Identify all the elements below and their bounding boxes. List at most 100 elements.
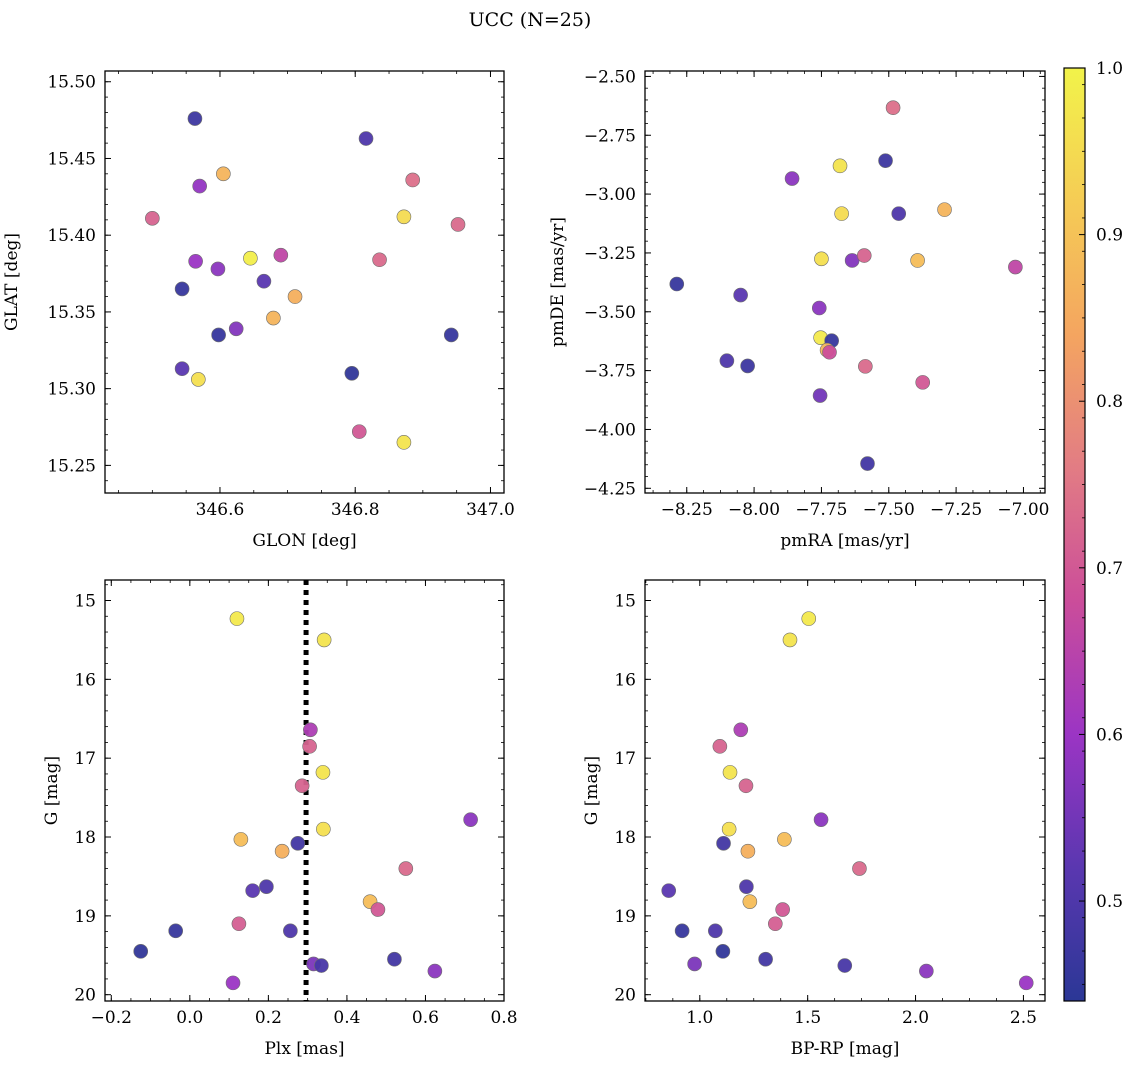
y-tick-label: 18 xyxy=(74,828,96,848)
scatter-point xyxy=(211,327,226,343)
scatter-point xyxy=(294,778,310,794)
x-axis-ticks: 1.0 1.5 2.0 2.5 xyxy=(645,580,1037,1028)
scatter-point xyxy=(722,765,738,780)
panel-pmra-pmde: −8.25 −8.00 −7.75 −7.50 −7.25 −7.00 −4.25 −4.00… xyxy=(548,67,1050,551)
scatter-point xyxy=(315,765,331,780)
y-tick-label: 17 xyxy=(614,749,636,769)
y-tick-label: 20 xyxy=(614,986,636,1006)
y-tick-label: 16 xyxy=(74,670,96,690)
scatter-point xyxy=(858,359,873,374)
y-axis-label: GLAT [deg] xyxy=(2,233,22,331)
panel-plx-g: −0.2 0.0 0.2 0.4 0.6 0.8 15 16 17 18 19 20 Plx [mas]… xyxy=(42,579,518,1059)
scatter-point xyxy=(669,276,685,292)
colorbar-tick-label: 0.8 xyxy=(1096,392,1123,412)
y-tick-label: 15 xyxy=(614,591,636,611)
scatter-point xyxy=(919,963,934,979)
scatter-point xyxy=(443,327,459,343)
scatter-point xyxy=(715,944,731,959)
scatter-point xyxy=(910,253,925,268)
y-tick-label: 16 xyxy=(614,670,636,690)
panel-glon-glat: 346.6 346.8 347.0 15.25 15.30 15.35 15.40 15.45… xyxy=(2,70,515,551)
scatter-point xyxy=(351,424,367,439)
scatter-point xyxy=(885,100,901,116)
y-tick-label: −3.25 xyxy=(584,244,636,264)
scatter-point xyxy=(133,944,149,959)
colorbar-tick-label: 0.6 xyxy=(1096,725,1123,745)
plot-frame xyxy=(104,70,505,494)
scatter-points xyxy=(145,111,466,450)
scatter-point xyxy=(801,611,817,626)
scatter-point xyxy=(716,836,731,851)
scatter-point xyxy=(210,261,226,277)
scatter-point xyxy=(742,894,758,909)
scatter-point xyxy=(370,902,386,917)
scatter-point xyxy=(708,923,723,939)
scatter-point xyxy=(273,247,289,263)
scatter-point xyxy=(687,956,702,972)
y-tick-label: 15.40 xyxy=(47,226,96,246)
scatter-point xyxy=(878,153,893,168)
scatter-point xyxy=(314,958,329,973)
scatter-point xyxy=(427,963,443,979)
y-tick-label: 17 xyxy=(74,749,96,769)
x-axis-label: GLON [deg] xyxy=(252,531,356,551)
scatter-point xyxy=(231,916,247,932)
y-tick-label: 19 xyxy=(74,907,96,927)
scatter-point xyxy=(396,209,412,225)
scatter-point xyxy=(768,916,783,932)
x-tick-label: 346.6 xyxy=(196,500,245,520)
scatter-points xyxy=(133,611,478,991)
colorbar-tick-label: 0.5 xyxy=(1096,892,1123,912)
x-tick-label: 2.0 xyxy=(902,1008,929,1028)
scatter-points xyxy=(661,611,1034,991)
scatter-point xyxy=(405,172,421,188)
scatter-point xyxy=(316,821,331,837)
scatter-point xyxy=(782,632,798,648)
scatter-point xyxy=(777,832,792,847)
scatter-point xyxy=(856,248,872,263)
scatter-point xyxy=(245,883,260,898)
colorbar-gradient xyxy=(1063,67,1086,1002)
plot-frame xyxy=(644,70,1046,494)
scatter-point xyxy=(814,251,829,267)
x-tick-label: 0.0 xyxy=(176,1008,203,1028)
scatter-point xyxy=(758,951,773,967)
scatter-point xyxy=(775,902,790,917)
plot-frame xyxy=(104,579,505,1002)
scatter-point xyxy=(813,812,829,827)
x-axis-ticks: −0.2 0.0 0.2 0.4 0.6 0.8 xyxy=(91,580,518,1028)
y-tick-label: 19 xyxy=(614,907,636,927)
scatter-point xyxy=(287,289,303,304)
scatter-point xyxy=(719,353,735,369)
colorbar-tick-label: 1.0 xyxy=(1096,59,1123,79)
scatter-point xyxy=(192,178,207,194)
scatter-point xyxy=(274,843,290,859)
scatter-point xyxy=(225,975,241,991)
scatter-point xyxy=(228,321,244,337)
colorbar-tick-label: 0.9 xyxy=(1096,226,1123,246)
y-axis-ticks: 15.25 15.30 15.35 15.40 15.45 15.50 xyxy=(47,73,504,482)
x-tick-label: 0.8 xyxy=(490,1008,517,1028)
scatter-point xyxy=(937,202,952,217)
colorbar: 0.5 0.6 0.7 0.8 0.9 1.0 xyxy=(1063,59,1123,1002)
scatter-point xyxy=(740,843,756,859)
scatter-points xyxy=(669,100,1023,471)
scatter-point xyxy=(891,206,907,221)
scatter-point xyxy=(915,375,931,390)
y-axis-ticks: 15 16 17 18 19 20 xyxy=(614,584,1045,1006)
scatter-point xyxy=(358,131,374,146)
scatter-point xyxy=(145,211,160,226)
scatter-point xyxy=(216,166,231,182)
scatter-point xyxy=(302,739,317,754)
scatter-point xyxy=(674,923,690,939)
scatter-point xyxy=(168,923,183,939)
scatter-point xyxy=(450,217,466,232)
scatter-point xyxy=(188,253,203,269)
scatter-point xyxy=(174,281,190,297)
y-tick-label: 15.25 xyxy=(47,456,96,476)
y-tick-label: −4.25 xyxy=(584,479,636,499)
y-tick-label: −4.00 xyxy=(584,420,636,440)
x-tick-label: 0.4 xyxy=(333,1008,360,1028)
y-tick-label: −3.00 xyxy=(584,185,636,205)
